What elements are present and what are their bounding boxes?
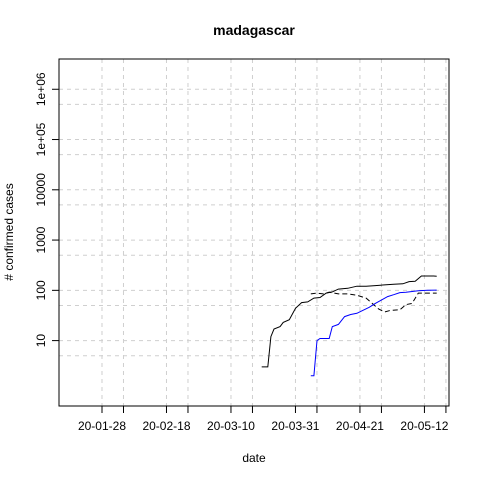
x-tick-label: 20-03-10 <box>207 419 255 433</box>
series-line-2 <box>310 291 437 313</box>
series-line-1 <box>261 275 437 368</box>
series-line-3 <box>310 289 437 377</box>
axes: 20-01-28 20-02-18 20-03-10 20-03-31 20-04-21… <box>34 72 449 433</box>
y-axis-label: # confirmed cases <box>2 183 16 280</box>
y-tick-label: 1000 <box>34 226 48 253</box>
y-tick-label: 10000 <box>34 173 48 207</box>
y-tick-label: 1e+06 <box>34 72 48 106</box>
chart-title: madagascar <box>213 22 295 38</box>
y-tick-label: 10 <box>34 334 48 348</box>
series-group <box>261 275 437 377</box>
x-tick-label: 20-03-31 <box>271 419 319 433</box>
x-tick-label: 20-02-18 <box>142 419 190 433</box>
x-tick-label: 20-05-12 <box>400 419 448 433</box>
plot-frame <box>58 58 450 407</box>
x-axis-label: date <box>242 451 266 465</box>
x-tick-label: 20-01-28 <box>78 419 126 433</box>
x-tick-label: 20-04-21 <box>336 419 384 433</box>
y-tick-label: 100 <box>34 280 48 300</box>
y-tick-label: 1e+05 <box>34 122 48 156</box>
grid <box>59 59 449 406</box>
